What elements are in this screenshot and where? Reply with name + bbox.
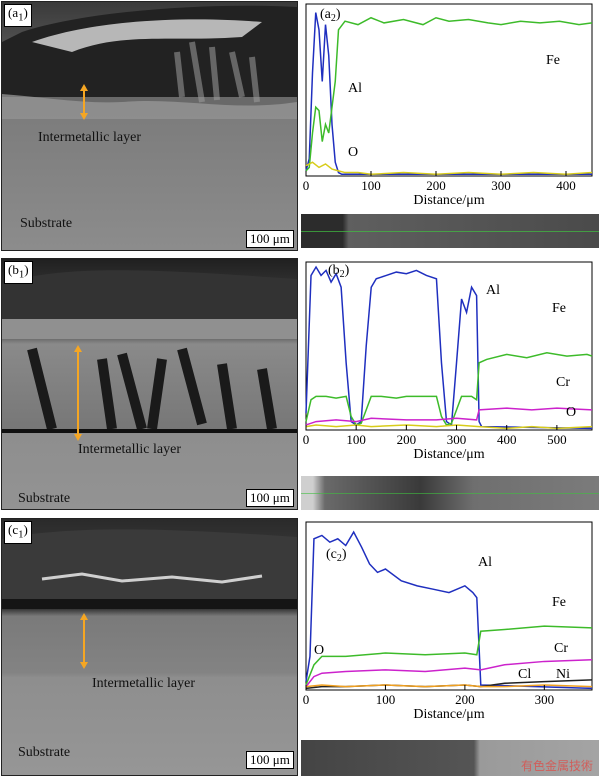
sem-texture-a1 xyxy=(2,5,297,119)
series-label-al: Al xyxy=(348,81,362,96)
x-tick-label: 200 xyxy=(397,432,417,447)
series-label-cr: Cr xyxy=(554,641,568,656)
series-label-cr: Cr xyxy=(556,375,570,390)
panel-tag-b1: (b1) xyxy=(4,261,33,284)
chart-panel-label: (c2) xyxy=(326,547,347,564)
x-tick-label: 300 xyxy=(491,178,511,193)
x-axis-label: Distance/μm xyxy=(413,447,484,462)
series-line-al xyxy=(305,12,592,176)
x-tick-label: 100 xyxy=(376,692,396,707)
series-line-al xyxy=(305,265,593,430)
x-tick-label: 200 xyxy=(455,692,475,707)
series-label-fe: Fe xyxy=(552,595,566,610)
plot-frame xyxy=(305,261,593,431)
sem-image-b1: (b1) Intermetallic layer Substrate 100 μ… xyxy=(1,258,298,510)
intermetallic-layer-label-c1: Intermetallic layer xyxy=(92,676,195,691)
scale-bar-b1: 100 μm xyxy=(246,489,294,507)
series-line-cr xyxy=(305,407,593,426)
x-tick-label: 500 xyxy=(547,432,567,447)
sem-image-a1: (a1) Intermetallic layer Substrate 100 μ… xyxy=(1,1,298,251)
intermetallic-layer-label-a1: Intermetallic layer xyxy=(38,130,141,145)
line-chart-c2: 0 100 200 300 Distance/μm (c2) Al Fe Cr Cl Ni O xyxy=(303,521,593,722)
x-tick-label: 100 xyxy=(361,178,381,193)
chart-panel-label: (b2) xyxy=(328,263,350,280)
series-label-fe: Fe xyxy=(546,53,560,68)
x-tick-label: 100 xyxy=(346,432,366,447)
x-tick-label: 400 xyxy=(556,178,576,193)
intermetallic-layer-label-b1: Intermetallic layer xyxy=(78,442,181,457)
scale-bar-c1: 100 μm xyxy=(246,751,294,769)
series-line-fe xyxy=(305,625,593,686)
linescan-line-b2 xyxy=(301,493,599,494)
series-line-o xyxy=(305,424,593,430)
linescan-strip-a2 xyxy=(301,214,599,248)
x-tick-label: 0 xyxy=(303,178,310,193)
sem-image-c1: (c1) Intermetallic layer Substrate 100 μ… xyxy=(1,518,298,776)
series-label-al: Al xyxy=(478,555,492,570)
series-line-o xyxy=(305,161,593,176)
x-tick-label: 400 xyxy=(497,432,517,447)
series-label-o: O xyxy=(566,405,576,420)
thickness-arrow-b1 xyxy=(74,345,82,441)
series-line-fe xyxy=(305,16,593,172)
series-label-ni: Ni xyxy=(556,667,570,682)
thickness-arrow-c1 xyxy=(80,613,88,669)
x-tick-label: 0 xyxy=(303,432,310,447)
scale-bar-a1: 100 μm xyxy=(246,230,294,248)
x-tick-label: 0 xyxy=(303,692,310,707)
line-chart-b2: 0 100 200 300 400 500 Distance/μm (b2) Al Fe Cr O xyxy=(303,261,593,462)
substrate-label-a1: Substrate xyxy=(20,216,73,231)
series-label-o: O xyxy=(348,145,358,160)
substrate-label-c1: Substrate xyxy=(18,745,71,760)
thickness-arrow-a1 xyxy=(80,84,88,120)
plot-frame xyxy=(305,521,593,691)
linescan-line-a2 xyxy=(301,231,599,232)
series-label-o: O xyxy=(314,643,324,658)
plot-frame xyxy=(305,3,593,177)
series-line-fe xyxy=(305,351,593,426)
x-axis-label: Distance/μm xyxy=(413,707,484,722)
panel-tag-a1: (a1) xyxy=(4,4,32,27)
x-tick-label: 300 xyxy=(535,692,555,707)
series-line-cl xyxy=(305,684,593,688)
panel-tag-c1: (c1) xyxy=(4,521,32,544)
linescan-strip-c2: 有色金属技術 xyxy=(301,740,599,776)
series-line-cr xyxy=(305,659,593,688)
x-tick-label: 200 xyxy=(426,178,446,193)
x-tick-label: 300 xyxy=(447,432,467,447)
watermark-text: 有色金属技術 xyxy=(520,759,593,773)
series-label-al: Al xyxy=(486,283,500,298)
x-axis-label: Distance/μm xyxy=(413,193,484,208)
substrate-label-b1: Substrate xyxy=(18,491,71,506)
series-line-al xyxy=(305,530,593,690)
sem-texture-c1 xyxy=(2,529,297,609)
chart-panel-label: (a2) xyxy=(320,7,341,24)
series-label-cl: Cl xyxy=(518,667,531,682)
linescan-strip-b2 xyxy=(301,476,599,510)
sem-texture-b1 xyxy=(2,270,297,433)
series-label-fe: Fe xyxy=(552,301,566,316)
line-chart-a2: 0 100 200 300 400 Distance/μm (a2) Al Fe O xyxy=(303,3,593,208)
